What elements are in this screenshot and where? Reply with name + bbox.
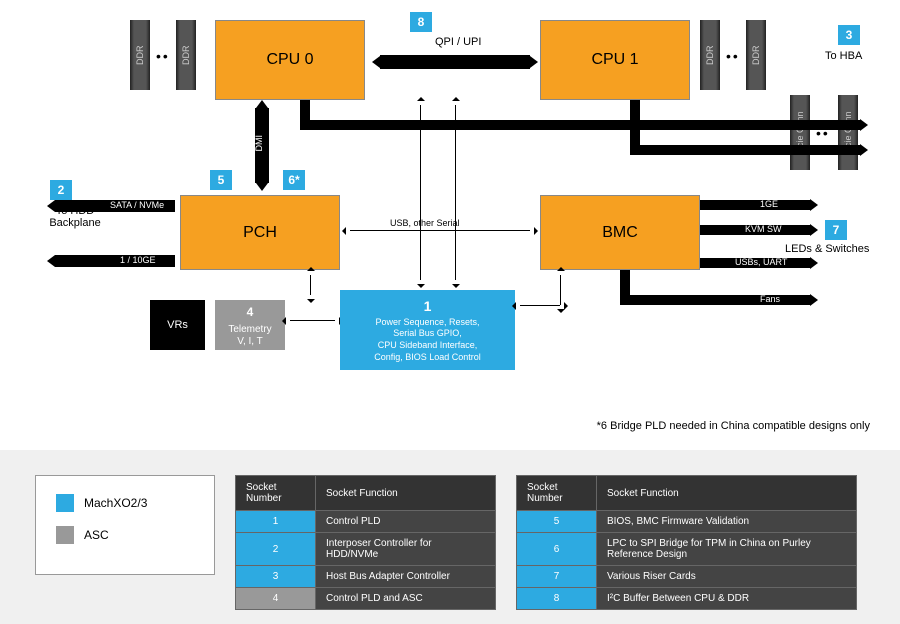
thin-arrow [520,305,560,306]
badge-1: 1 [424,297,432,315]
sata-label: SATA / NVMe [110,200,164,210]
legend-label: ASC [84,528,109,542]
ddr-block: DDR [746,20,766,90]
socket-table-left: Socket NumberSocket Function 1Control PL… [235,475,496,610]
ge1-arrow [700,200,810,210]
legend-swatch-gray [56,526,74,544]
thin-arrow [455,105,456,280]
ge10-label: 1 / 10GE [120,255,156,265]
usb-arrow [350,230,530,231]
socket-table-right: Socket NumberSocket Function 5BIOS, BMC … [516,475,857,610]
thin-arrow [310,275,311,295]
ddr-block: DDR [700,20,720,90]
vrs-block: VRs [150,300,205,350]
bmc-block: BMC [540,195,700,270]
legend-label: MachXO2/3 [84,496,147,510]
cpu1-block: CPU 1 [540,20,690,100]
ellipsis-dots: •• [726,48,740,64]
legend-row: ASC [56,526,194,544]
thin-arrow [560,275,561,305]
control-block: 1 Power Sequence, Resets, Serial Bus GPI… [340,290,515,370]
pcie-block: Pcie Conn [790,95,810,170]
usb-label: USB, other Serial [390,218,460,228]
telemetry-block: 4 Telemetry V, I, T [215,300,285,350]
dmi-label: DMI [254,135,264,152]
fans-arrow [620,295,810,305]
leds-label: LEDs & Switches [785,243,869,255]
qpi-arrow [380,55,530,69]
usbs-label: USBs, UART [735,257,787,267]
pch-block: PCH [180,195,340,270]
badge-3: 3 [838,25,860,45]
cpu0-block: CPU 0 [215,20,365,100]
ellipsis-dots: •• [156,48,170,64]
ge10-arrow [55,255,175,267]
badge-4: 4 [239,302,261,322]
ddr-block: DDR [176,20,196,90]
legend-swatch-blue [56,494,74,512]
badge-7: 7 [825,220,847,240]
ge1-label: 1GE [760,199,778,209]
ddr-block: DDR [130,20,150,90]
block-diagram: DDR •• DDR CPU 0 8 QPI / UPI CPU 1 DDR •… [0,0,900,450]
kvm-label: KVM SW [745,224,782,234]
legend-section: MachXO2/3 ASC Socket NumberSocket Functi… [0,450,900,624]
qpi-label: QPI / UPI [435,36,481,48]
pcie-block: Pcie Conn [838,95,858,170]
footnote: *6 Bridge PLD needed in China compatible… [597,420,870,432]
badge-8: 8 [410,12,432,32]
thin-arrow [420,105,421,280]
legend-row: MachXO2/3 [56,494,194,512]
badge-6: 6* [283,170,305,190]
badge-5: 5 [210,170,232,190]
fans-label: Fans [760,294,780,304]
thin-arrow [290,320,335,321]
legend-box: MachXO2/3 ASC [35,475,215,575]
to-hba-label: To HBA [825,50,862,62]
badge-2: 2 [50,180,72,200]
